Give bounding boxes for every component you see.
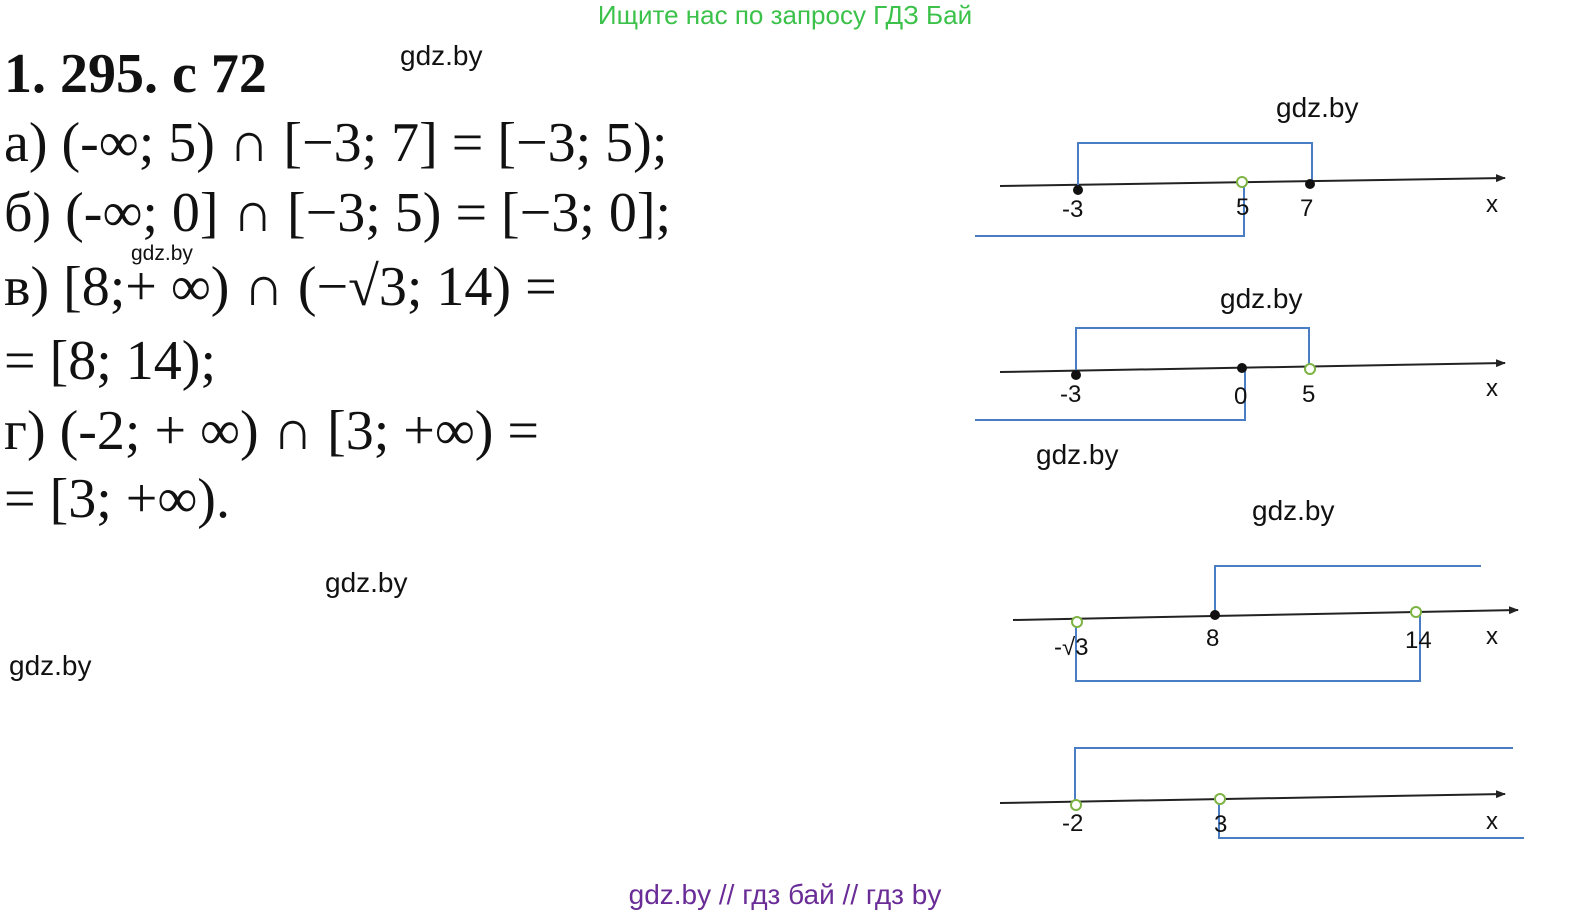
bracket-upper — [1214, 565, 1481, 614]
watermark: gdz.by — [9, 650, 92, 681]
axis-label: x — [1486, 623, 1498, 650]
filled-point — [1305, 179, 1315, 189]
bracket-upper — [1077, 142, 1313, 186]
watermark: gdz.by — [1036, 439, 1119, 470]
equation-b: б) (-∞; 0] ∩ [−3; 5) = [−3; 0]; — [4, 182, 672, 244]
open-point — [1304, 363, 1316, 375]
bracket-upper — [1075, 327, 1310, 372]
axis-line — [999, 359, 1506, 373]
tick-label: 8 — [1206, 625, 1219, 652]
bracket-upper — [1074, 747, 1513, 803]
number-line-g: -2 3 x — [999, 747, 1524, 839]
open-point — [1236, 176, 1248, 188]
watermark: gdz.by — [1276, 92, 1359, 123]
open-point — [1071, 616, 1083, 628]
tick-label: 5 — [1302, 381, 1315, 408]
watermark: gdz.by — [1252, 495, 1335, 526]
axis-label: x — [1486, 808, 1498, 835]
open-point — [1410, 606, 1422, 618]
search-hint-banner: Ищите нас по запросу ГДЗ Бай — [597, 0, 973, 30]
watermark: gdz.by — [131, 242, 193, 265]
tick-label: 3 — [1214, 811, 1227, 838]
equation-a: а) (-∞; 5) ∩ [−3; 7] = [−3; 5); — [4, 112, 668, 174]
number-line-a: -3 5 7 x — [975, 142, 1506, 237]
tick-label: -3 — [1062, 196, 1083, 223]
equation-v-line2: = [8; 14); — [4, 330, 216, 392]
tick-label: 7 — [1300, 195, 1313, 222]
tick-label: 5 — [1236, 194, 1249, 221]
equation-g-line2: = [3; +∞). — [4, 468, 230, 530]
bracket-lower — [975, 183, 1245, 237]
watermark: gdz.by — [325, 567, 408, 598]
filled-point — [1071, 370, 1081, 380]
filled-point — [1073, 185, 1083, 195]
axis-line — [999, 790, 1506, 804]
tick-label: -3 — [1060, 381, 1081, 408]
watermark: gdz.by — [400, 40, 483, 71]
tick-label: -√3 — [1054, 634, 1089, 661]
tick-label: 14 — [1405, 627, 1432, 654]
bracket-lower — [975, 370, 1246, 421]
equation-g-line1: г) (-2; + ∞) ∩ [3; +∞) = — [4, 400, 540, 462]
number-line-v: -√3 8 14 x — [1012, 565, 1519, 682]
number-line-b: -3 0 5 x — [975, 327, 1506, 421]
axis-label: x — [1486, 191, 1498, 218]
open-point — [1214, 793, 1226, 805]
filled-point — [1210, 610, 1220, 620]
axis-line — [999, 174, 1506, 187]
open-point — [1070, 799, 1082, 811]
axis-line — [1012, 606, 1519, 621]
footer-watermark: gdz.by // гдз бай // гдз by — [628, 879, 942, 910]
equation-v-line1: в) [8;+ ∞) ∩ (−√3; 14) = — [4, 256, 557, 318]
tick-label: 0 — [1234, 383, 1247, 410]
filled-point — [1237, 363, 1247, 373]
watermark: gdz.by — [1220, 283, 1303, 314]
tick-label: -2 — [1062, 810, 1083, 837]
axis-label: x — [1486, 375, 1498, 402]
exercise-title: 1. 295. с 72 — [4, 43, 267, 105]
bracket-lower — [1218, 800, 1524, 839]
bracket-lower — [1075, 615, 1421, 682]
